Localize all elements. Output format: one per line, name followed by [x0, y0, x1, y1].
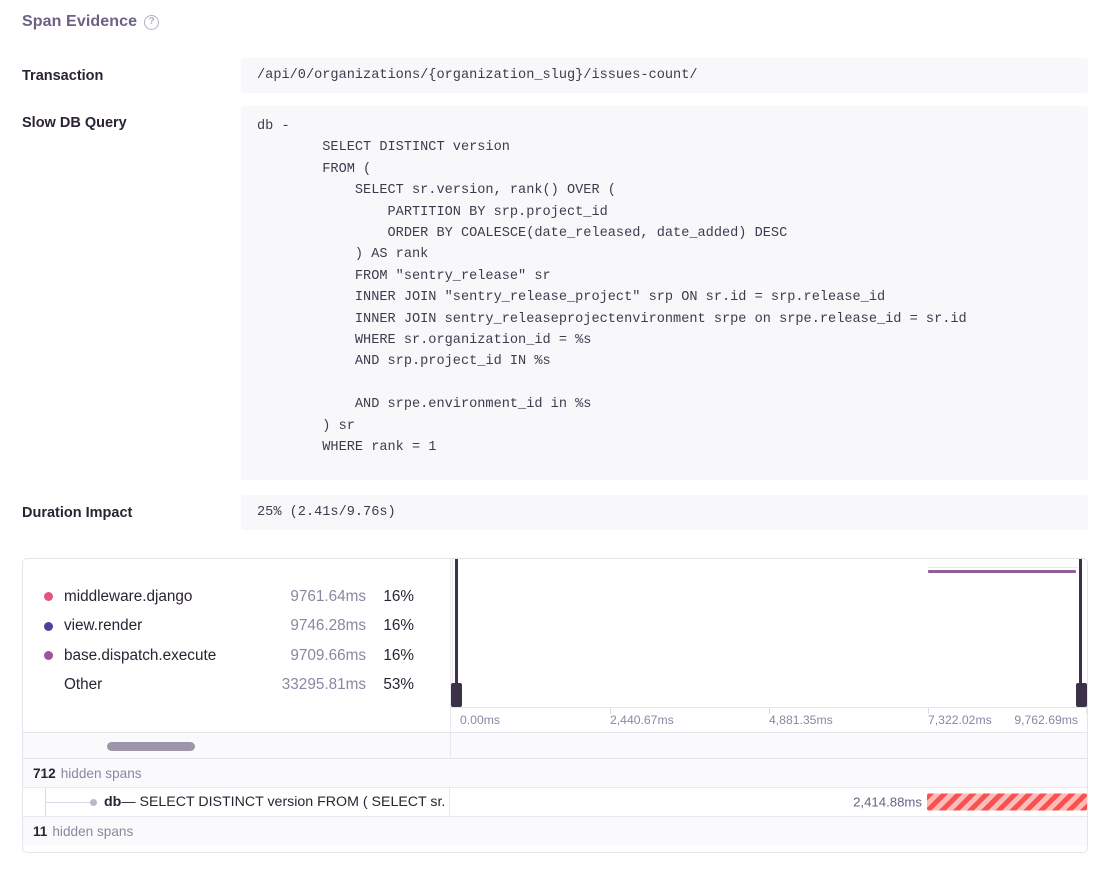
minimap-span-bar: [928, 570, 1076, 573]
span-duration-label: 2,414.88ms: [853, 794, 922, 810]
legend-row: Other 33295.81ms 53%: [44, 671, 414, 701]
legend-op-name: middleware.django: [64, 587, 193, 605]
span-duration-bar[interactable]: [927, 793, 1087, 811]
axis-tick-label: 7,322.02ms: [928, 708, 992, 727]
field-label-duration-impact: Duration Impact: [22, 505, 133, 521]
viewport-track-left: [452, 559, 453, 707]
pane-divider: [450, 733, 451, 758]
op-breakdown-legend: middleware.django 9761.64ms 16% view.ren…: [44, 582, 414, 700]
span-row-title: db— SELECT DISTINCT version FROM ( SELEC…: [104, 794, 445, 810]
legend-op-percent: 53%: [383, 676, 414, 694]
span-row-timeline-cell[interactable]: 2,414.88ms: [450, 788, 1087, 816]
legend-op-duration: 9709.66ms: [290, 646, 366, 664]
span-row[interactable]: db— SELECT DISTINCT version FROM ( SELEC…: [23, 788, 1087, 817]
field-value-duration-impact: 25% (2.41s/9.76s): [241, 495, 1088, 530]
hidden-spans-label: hidden spans: [52, 824, 134, 839]
legend-row[interactable]: middleware.django 9761.64ms 16%: [44, 582, 414, 612]
span-tree-branch: [45, 802, 92, 803]
viewport-left-drag-handle[interactable]: [451, 683, 462, 707]
legend-op-percent: 16%: [383, 587, 414, 605]
legend-color-dot-icon: [44, 621, 53, 631]
field-value-transaction: /api/0/organizations/{organization_slug}…: [241, 58, 1088, 93]
field-label-transaction: Transaction: [22, 68, 104, 84]
span-row-label-cell[interactable]: db— SELECT DISTINCT version FROM ( SELEC…: [23, 788, 450, 816]
legend-op-name: Other: [64, 676, 103, 694]
axis-tick-label: 4,881.35ms: [769, 708, 833, 727]
timeline-axis: 0.00ms 2,440.67ms 4,881.35ms 7,322.02ms …: [450, 707, 1087, 732]
minimap-span-shadow: [928, 567, 1078, 568]
scrollbar-thumb[interactable]: [107, 742, 195, 751]
hidden-spans-row[interactable]: 712 hidden spans: [23, 759, 1087, 788]
legend-op-duration: 9746.28ms: [290, 617, 366, 635]
hidden-spans-count: 11: [33, 824, 48, 839]
trace-minimap: middleware.django 9761.64ms 16% view.ren…: [23, 559, 1087, 732]
legend-op-percent: 16%: [383, 646, 414, 664]
minimap-op-breakdown: middleware.django 9761.64ms 16% view.ren…: [23, 559, 450, 707]
span-description: SELECT DISTINCT version FROM ( SELECT sr…: [139, 794, 446, 810]
page-title: Span Evidence: [22, 13, 138, 30]
legend-op-percent: 16%: [383, 617, 414, 635]
legend-color-dot-icon: [44, 592, 53, 602]
viewport-right-drag-handle[interactable]: [1076, 683, 1087, 707]
legend-op-name: view.render: [64, 617, 143, 635]
span-evidence-header: Span Evidence ?: [22, 13, 160, 31]
legend-op-name: base.dispatch.execute: [64, 646, 217, 664]
field-label-slow-db-query: Slow DB Query: [22, 115, 127, 131]
trace-waterfall-panel: middleware.django 9761.64ms 16% view.ren…: [22, 558, 1088, 853]
legend-op-duration: 33295.81ms: [281, 676, 366, 694]
minimap-viewport[interactable]: [450, 559, 1087, 707]
axis-tick-label: 0.00ms: [460, 713, 500, 727]
legend-op-duration: 9761.64ms: [290, 587, 366, 605]
hidden-spans-count: 712: [33, 765, 56, 781]
viewport-left-line: [455, 559, 458, 697]
axis-tick-label: 9,762.69ms: [1014, 708, 1087, 727]
hidden-spans-label: hidden spans: [60, 765, 142, 781]
span-tree-dot-icon: [90, 798, 97, 806]
field-value-slow-db-query: db - SELECT DISTINCT version FROM ( SELE…: [241, 106, 1088, 480]
axis-tick-label: 2,440.67ms: [610, 708, 674, 727]
span-op-name: db: [104, 794, 122, 810]
span-separator: —: [121, 794, 136, 810]
hidden-spans-row[interactable]: 11 hidden spans: [23, 817, 1087, 846]
legend-color-dot-icon: [44, 651, 53, 661]
question-circle-icon[interactable]: ?: [144, 14, 160, 30]
viewport-right-line: [1079, 559, 1082, 697]
legend-color-dot-icon: [44, 681, 53, 690]
legend-row[interactable]: base.dispatch.execute 9709.66ms 16%: [44, 641, 414, 671]
horizontal-scrollbar[interactable]: [23, 732, 1087, 759]
legend-row[interactable]: view.render 9746.28ms 16%: [44, 612, 414, 642]
